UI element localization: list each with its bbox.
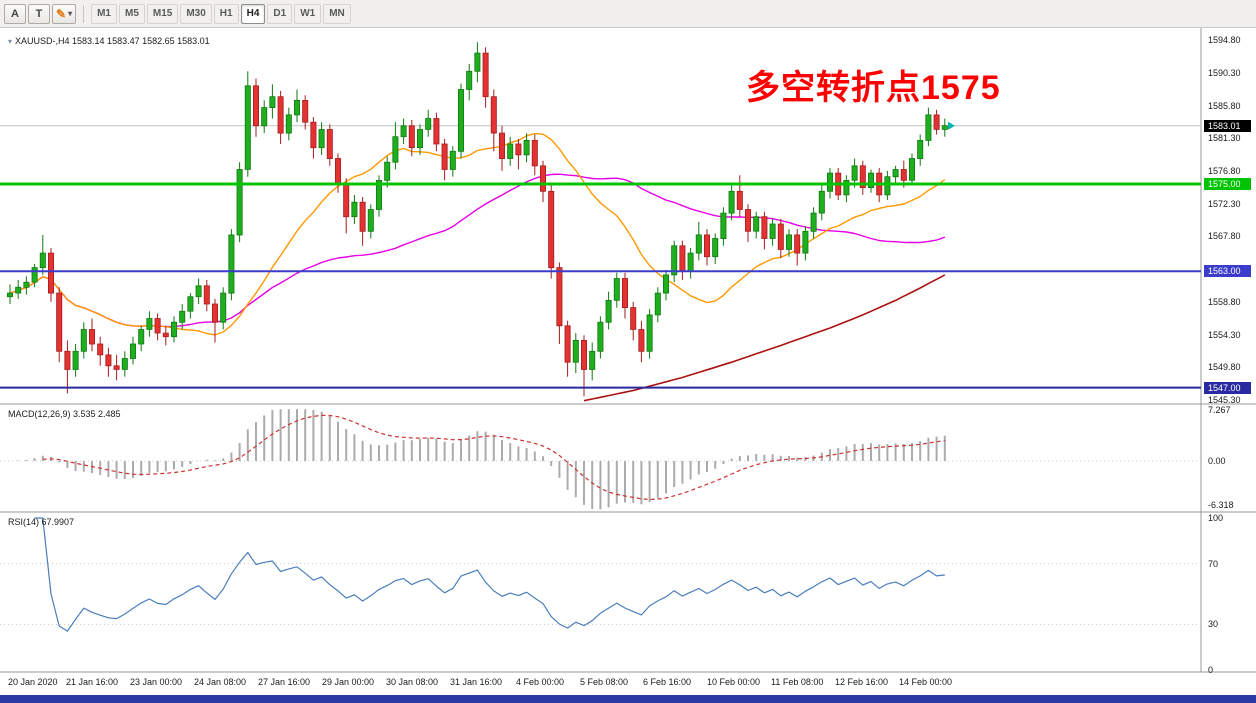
cursor-tool-button[interactable]: A [4, 3, 26, 24]
macd-axis-label: 7.267 [1208, 405, 1231, 416]
timeframe-m1[interactable]: M1 [91, 3, 117, 24]
time-axis-label: 27 Jan 16:00 [258, 677, 311, 687]
text-tool-button[interactable]: T [28, 3, 50, 24]
price-level-badge: 1575.00 [1204, 178, 1251, 190]
price-tick-label: 1585.80 [1208, 100, 1241, 111]
price-level-badge: 1547.00 [1204, 381, 1251, 394]
time-axis-label: 23 Jan 00:00 [130, 677, 183, 687]
price-tick-label: 1558.80 [1208, 296, 1241, 307]
chart-annotation-text: 多空转折点1575 [746, 69, 1001, 107]
toolbar: A T ✎ ▾ M1 M5 M15 M30 H1 H4 D1 W1 MN [0, 0, 1256, 28]
time-axis-label: 31 Jan 16:00 [450, 677, 503, 687]
price-levels-layer [0, 121, 1201, 389]
macd-axis-label: 0.00 [1208, 456, 1226, 466]
price-tick-label: 1572.30 [1208, 198, 1241, 209]
timeframe-h4[interactable]: H4 [240, 3, 266, 24]
timeframe-m5[interactable]: M5 [118, 3, 145, 24]
rsi-axis-label: 30 [1208, 619, 1219, 630]
rsi-axis-label: 0 [1208, 665, 1214, 675]
price-tick-label: 1576.80 [1208, 165, 1241, 176]
price-tick-label: 1594.80 [1208, 35, 1241, 45]
timeframe-mn[interactable]: MN [323, 3, 351, 24]
chevron-down-icon: ▾ [68, 9, 73, 18]
timeframe-m15[interactable]: M15 [146, 3, 179, 24]
moving-averages-layer [9, 132, 946, 402]
time-axis-label: 12 Feb 16:00 [835, 677, 889, 687]
current-price-marker-icon [948, 121, 955, 130]
time-axis-label: 29 Jan 00:00 [322, 677, 375, 687]
time-axis-label: 20 Jan 2020 [8, 677, 58, 687]
macd-axis-label: -6.318 [1208, 500, 1234, 511]
price-tick-label: 1590.30 [1208, 67, 1241, 78]
price-tick-label: 1549.80 [1208, 362, 1241, 373]
price-axis: 1594.80 1590.30 1585.80 1581.30 1576.80 1572.… [1202, 28, 1256, 675]
symbol-marker-icon: ▾ [8, 37, 13, 46]
symbol-ohlc-header: ▾ XAUUSD-,H4 1583.14 1583.47 1582.65 1583… [8, 36, 210, 46]
current-price-badge: 1583.01 [1204, 119, 1251, 132]
candles-layer [7, 42, 948, 397]
price-tick-label: 1545.30 [1208, 395, 1241, 405]
toolbar-separator [83, 4, 85, 23]
price-tick-label: 1581.30 [1208, 133, 1241, 144]
time-axis-label: 10 Feb 00:00 [707, 677, 761, 687]
time-axis-label: 30 Jan 08:00 [386, 677, 439, 687]
chart-canvas[interactable] [0, 28, 1256, 695]
bottom-window-edge [0, 695, 1256, 703]
draw-color-tool-button[interactable]: ✎ ▾ [52, 3, 77, 24]
rsi-axis-label: 100 [1208, 513, 1224, 523]
price-tick-label: 1567.80 [1208, 231, 1241, 242]
rsi-layer [0, 517, 1201, 632]
crayon-icon: ✎ [56, 6, 67, 21]
macd-layer [0, 409, 1201, 510]
time-axis-label: 14 Feb 00:00 [899, 677, 953, 687]
macd-header: MACD(12,26,9) 3.535 2.485 [8, 409, 121, 419]
timeframe-m30[interactable]: M30 [180, 3, 212, 24]
time-axis-label: 21 Jan 16:00 [66, 677, 119, 687]
time-axis-label: 6 Feb 16:00 [643, 677, 692, 687]
timeframe-d1[interactable]: D1 [267, 3, 293, 24]
time-axis-label: 5 Feb 08:00 [580, 677, 629, 687]
symbol-ohlc-text: XAUUSD-,H4 1583.14 1583.47 1582.65 1583.… [15, 36, 210, 46]
rsi-header: RSI(14) 67.9907 [8, 517, 75, 527]
time-axis: 20 Jan 2020 21 Jan 16:00 23 Jan 00:00 24 Ja… [0, 676, 1256, 692]
pane-frame [0, 28, 1256, 673]
price-tick-label: 1554.30 [1208, 329, 1241, 340]
rsi-axis-label: 70 [1208, 558, 1219, 569]
time-axis-label: 11 Feb 08:00 [771, 677, 824, 687]
timeframe-h1[interactable]: H1 [213, 3, 239, 24]
timeframe-w1[interactable]: W1 [294, 3, 322, 24]
time-axis-label: 24 Jan 08:00 [194, 677, 247, 687]
price-level-badge: 1563.00 [1204, 265, 1251, 278]
time-axis-label: 4 Feb 00:00 [516, 677, 565, 687]
